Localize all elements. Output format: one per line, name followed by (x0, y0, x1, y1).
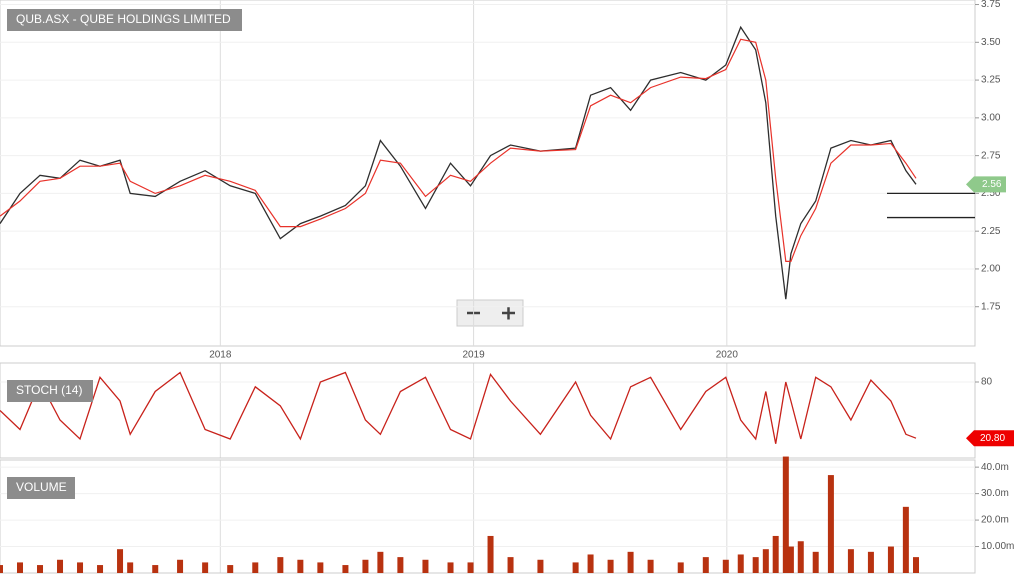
panel-title: QUB.ASX - QUBE HOLDINGS LIMITED (16, 12, 231, 26)
panel-frame (0, 0, 976, 347)
volume-bar (867, 551, 874, 573)
y-tick-label: 80 (981, 377, 993, 388)
volume-bar (17, 562, 24, 573)
x-tick-label: 2018 (209, 350, 232, 361)
y-tick-label: 1.75 (981, 301, 1001, 312)
volume-bar (397, 557, 404, 573)
series-line (0, 38, 917, 262)
volume-bar (57, 559, 64, 573)
volume-bar (737, 554, 744, 573)
volume-bar (912, 557, 919, 573)
volume-bar (297, 559, 304, 573)
volume-bar (607, 559, 614, 573)
y-tick-label: 2.25 (981, 226, 1001, 237)
volume-bar (362, 559, 369, 573)
panel-title-box (7, 477, 75, 499)
price-tag-label: 2.56 (982, 179, 1002, 190)
volume-bar (127, 562, 134, 573)
volume-bar (487, 535, 494, 573)
y-tick-label: 20.0m (981, 515, 1009, 526)
volume-bar (177, 559, 184, 573)
x-tick-label: 2019 (462, 350, 485, 361)
x-tick-label: 2020 (716, 350, 739, 361)
volume-bar (772, 535, 779, 573)
value-tag-label: 20.80 (980, 433, 1005, 444)
volume-bar (422, 559, 429, 573)
volume-bar (537, 559, 544, 573)
volume-bar (342, 565, 349, 573)
volume-bar (787, 546, 794, 573)
volume-bar (702, 557, 709, 573)
panel-frame (0, 362, 976, 459)
volume-bar (572, 562, 579, 573)
panel-title-box (7, 380, 93, 402)
volume-bar (797, 541, 804, 573)
volume-bar (827, 475, 834, 573)
volume-bar (722, 559, 729, 573)
volume-bar (377, 551, 384, 573)
y-tick-label: 2.50 (981, 188, 1001, 199)
y-tick-label: 3.50 (981, 37, 1001, 48)
volume-bar (507, 557, 514, 573)
y-tick-label: 30.0m (981, 488, 1009, 499)
volume-bar (467, 562, 474, 573)
series-line (0, 25, 917, 300)
y-tick-label: 3.75 (981, 0, 1001, 10)
volume-bar (847, 549, 854, 573)
panel-title: VOLUME (16, 480, 67, 494)
y-tick-label: 2.00 (981, 264, 1001, 275)
volume-bar (117, 549, 124, 573)
volume-bar (647, 559, 654, 573)
volume-bar (627, 551, 634, 573)
panel-title: STOCH (14) (16, 383, 82, 397)
price-tag (966, 176, 1006, 193)
volume-bar (277, 557, 284, 573)
zoom-controls[interactable] (456, 299, 524, 327)
volume-bar (252, 562, 259, 573)
volume-bar (37, 565, 44, 573)
volume-bar (752, 557, 759, 573)
volume-bar (152, 565, 159, 573)
y-tick-label: 3.00 (981, 112, 1001, 123)
volume-bar (77, 562, 84, 573)
volume-bar (227, 565, 234, 573)
volume-bar (447, 562, 454, 573)
panel-frame (0, 459, 976, 574)
y-tick-label: 10.00m (981, 541, 1014, 552)
value-tag (966, 430, 1014, 447)
volume-bar (812, 551, 819, 573)
volume-bar (97, 565, 104, 573)
volume-bar (0, 565, 3, 573)
volume-bar (587, 554, 594, 573)
volume-bar (902, 506, 909, 573)
volume-bar (887, 546, 894, 573)
volume-bar (677, 562, 684, 573)
panel-title-box (7, 9, 242, 31)
y-tick-label: 2.75 (981, 150, 1001, 161)
series-line (0, 371, 917, 444)
volume-bar (782, 456, 789, 573)
volume-bar (317, 562, 324, 573)
volume-bar (762, 549, 769, 573)
y-tick-label: 40.0m (981, 462, 1009, 473)
y-tick-label: 3.25 (981, 75, 1001, 86)
volume-bar (202, 562, 209, 573)
